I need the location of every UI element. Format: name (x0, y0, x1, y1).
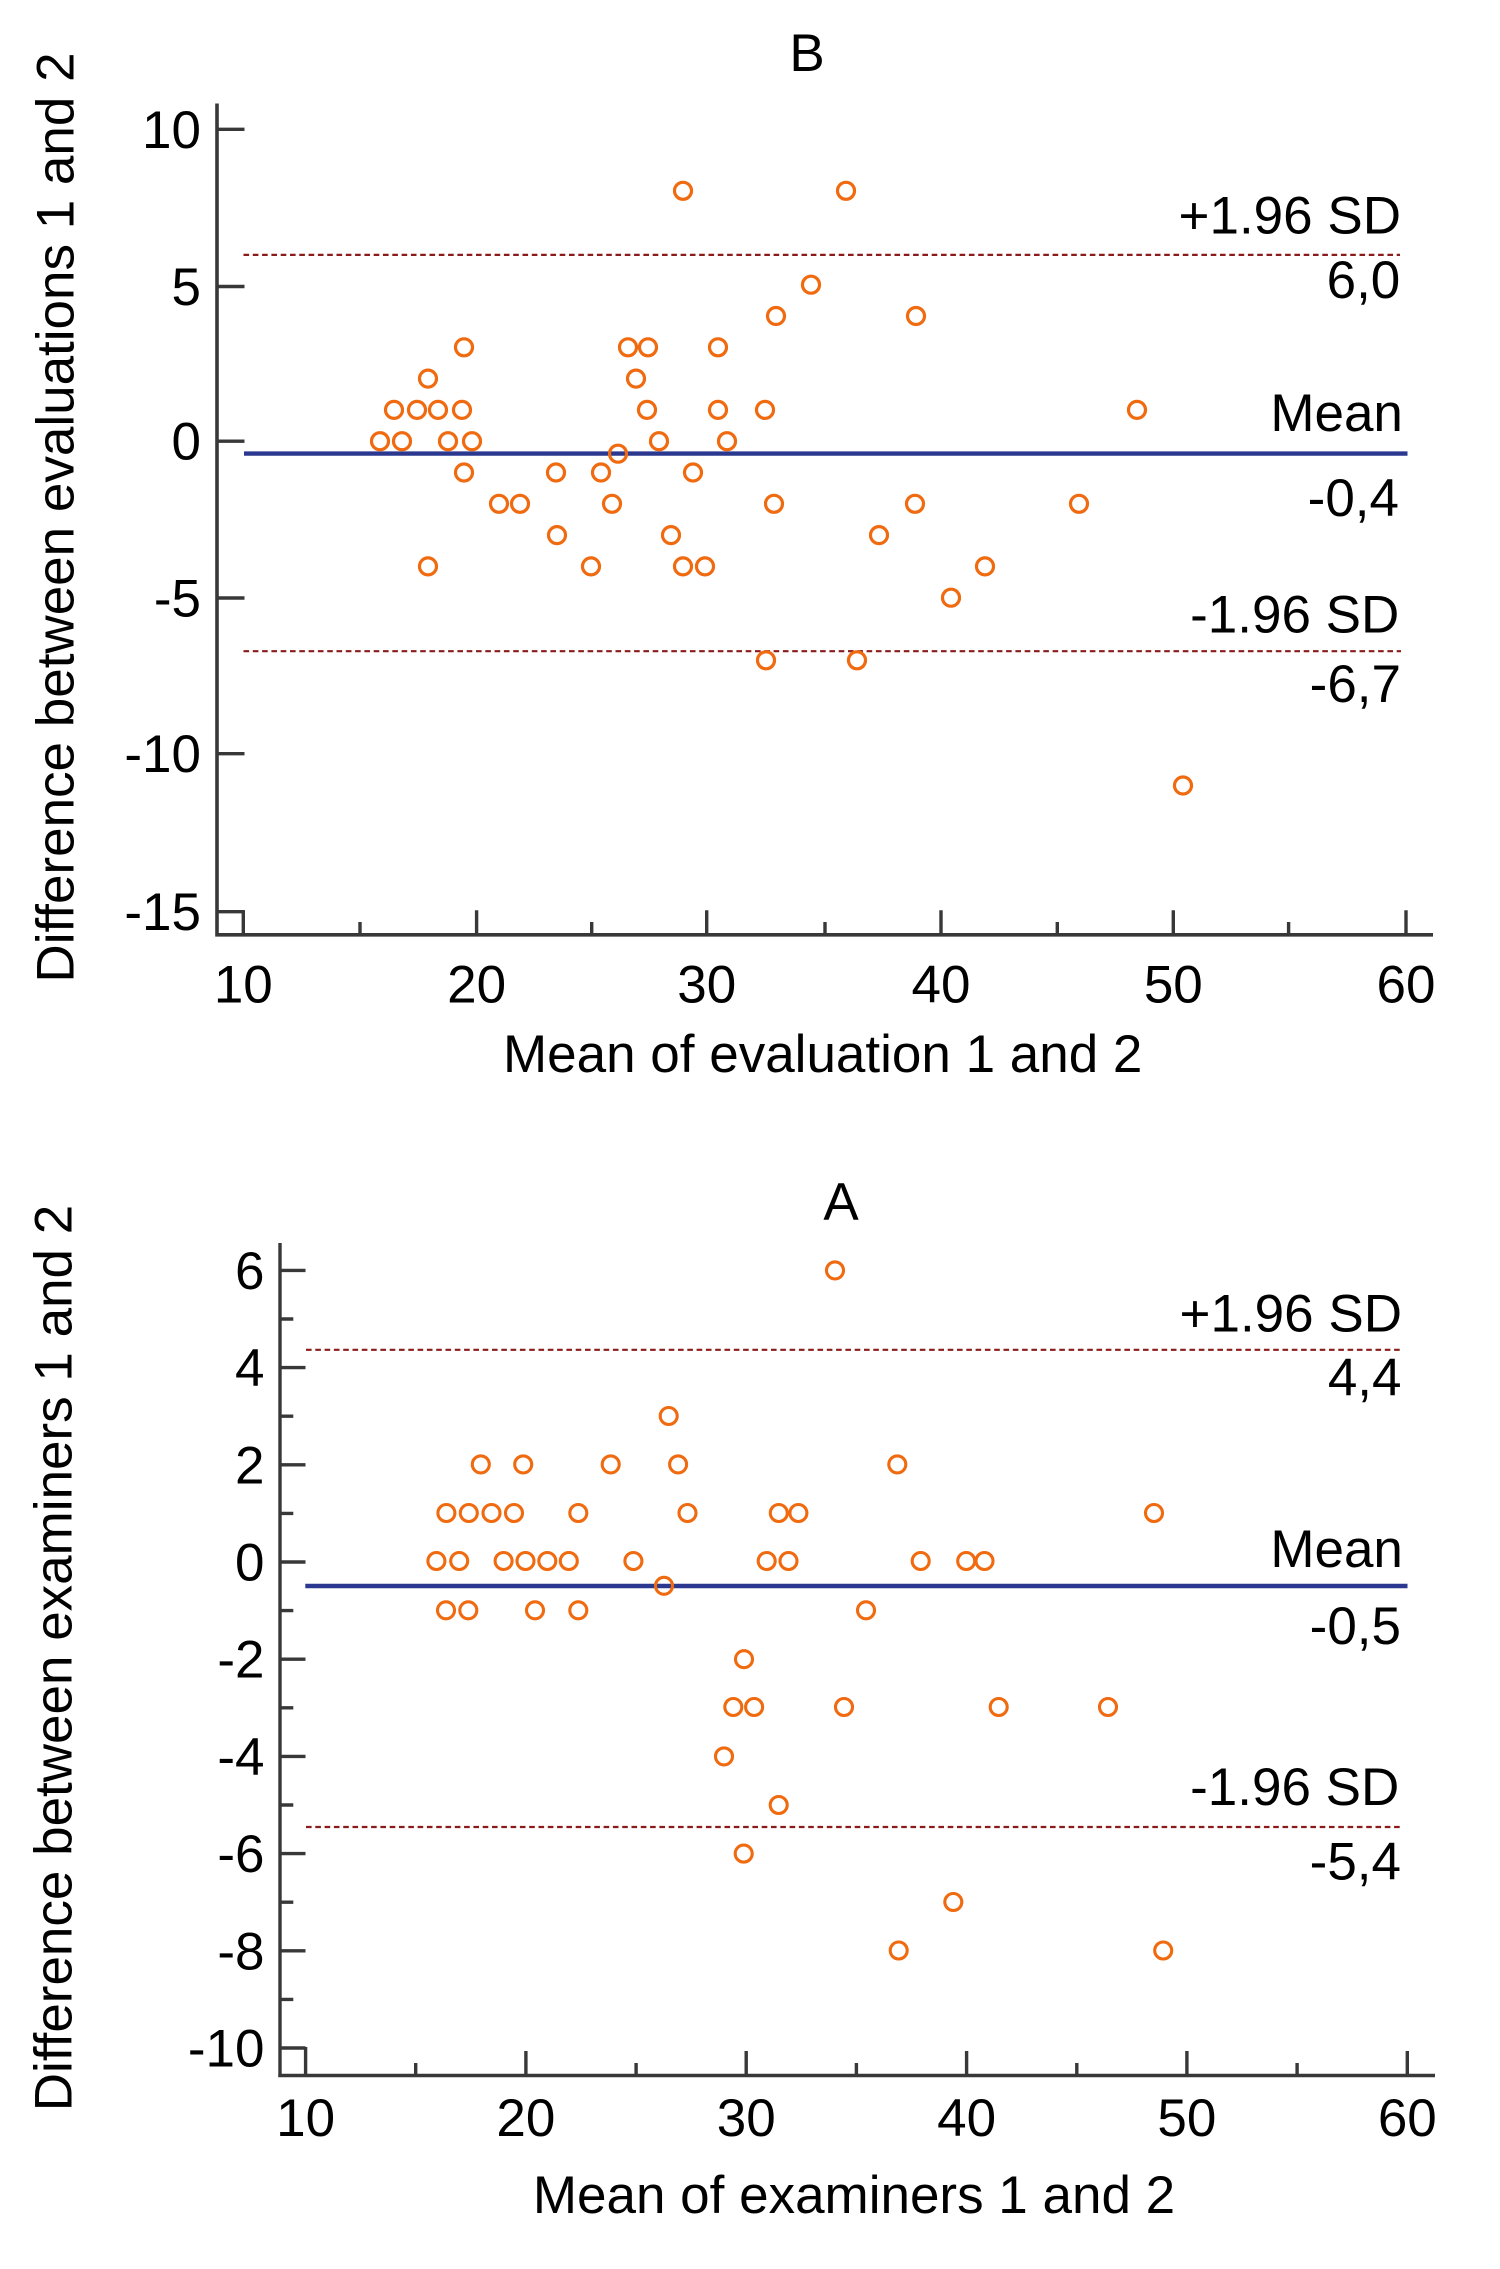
svg-text:-8: -8 (217, 1922, 264, 1981)
svg-text:2: 2 (235, 1436, 264, 1495)
svg-text:-0,4: -0,4 (1308, 469, 1399, 528)
svg-text:-15: -15 (124, 883, 201, 942)
svg-text:+1.96 SD: +1.96 SD (1179, 187, 1401, 246)
svg-text:20: 20 (447, 956, 506, 1015)
svg-text:Difference between evaluations: Difference between evaluations 1 and 2 (27, 52, 86, 982)
svg-text:Mean: Mean (1270, 1520, 1403, 1579)
svg-text:30: 30 (717, 2089, 776, 2148)
svg-text:4: 4 (235, 1339, 264, 1398)
svg-text:10: 10 (142, 101, 201, 160)
svg-text:Difference between examiners 1: Difference between examiners 1 and 2 (25, 1205, 84, 2111)
svg-text:40: 40 (912, 956, 971, 1015)
svg-text:B: B (789, 24, 824, 83)
svg-text:Mean of evaluation 1 and 2: Mean of evaluation 1 and 2 (503, 1025, 1142, 1084)
svg-text:50: 50 (1157, 2089, 1216, 2148)
svg-text:-4: -4 (217, 1728, 264, 1787)
svg-text:Mean: Mean (1270, 384, 1403, 443)
svg-text:20: 20 (496, 2089, 555, 2148)
svg-text:0: 0 (172, 413, 201, 472)
svg-text:-1.96 SD: -1.96 SD (1190, 586, 1399, 645)
svg-text:Mean of examiners 1 and 2: Mean of examiners 1 and 2 (533, 2166, 1175, 2225)
svg-text:40: 40 (937, 2089, 996, 2148)
svg-text:5: 5 (172, 258, 201, 317)
svg-text:30: 30 (677, 956, 736, 1015)
svg-text:-10: -10 (124, 725, 201, 784)
svg-text:-6: -6 (217, 1825, 264, 1884)
svg-text:-6,7: -6,7 (1310, 655, 1401, 714)
svg-text:-0,5: -0,5 (1310, 1597, 1401, 1656)
svg-text:-5: -5 (154, 570, 201, 629)
svg-text:-5,4: -5,4 (1310, 1833, 1401, 1892)
svg-text:50: 50 (1144, 956, 1203, 1015)
svg-text:6: 6 (235, 1242, 264, 1301)
svg-text:10: 10 (276, 2089, 335, 2148)
svg-text:-1.96 SD: -1.96 SD (1190, 1758, 1399, 1817)
svg-text:10: 10 (214, 956, 273, 1015)
svg-text:0: 0 (235, 1534, 264, 1593)
svg-text:60: 60 (1377, 956, 1436, 1015)
svg-text:+1.96 SD: +1.96 SD (1180, 1284, 1402, 1343)
svg-text:60: 60 (1378, 2089, 1437, 2148)
svg-text:-2: -2 (217, 1631, 264, 1690)
svg-text:A: A (823, 1172, 859, 1231)
svg-text:6,0: 6,0 (1327, 251, 1401, 310)
svg-text:-10: -10 (188, 2020, 265, 2079)
svg-text:4,4: 4,4 (1328, 1348, 1402, 1407)
